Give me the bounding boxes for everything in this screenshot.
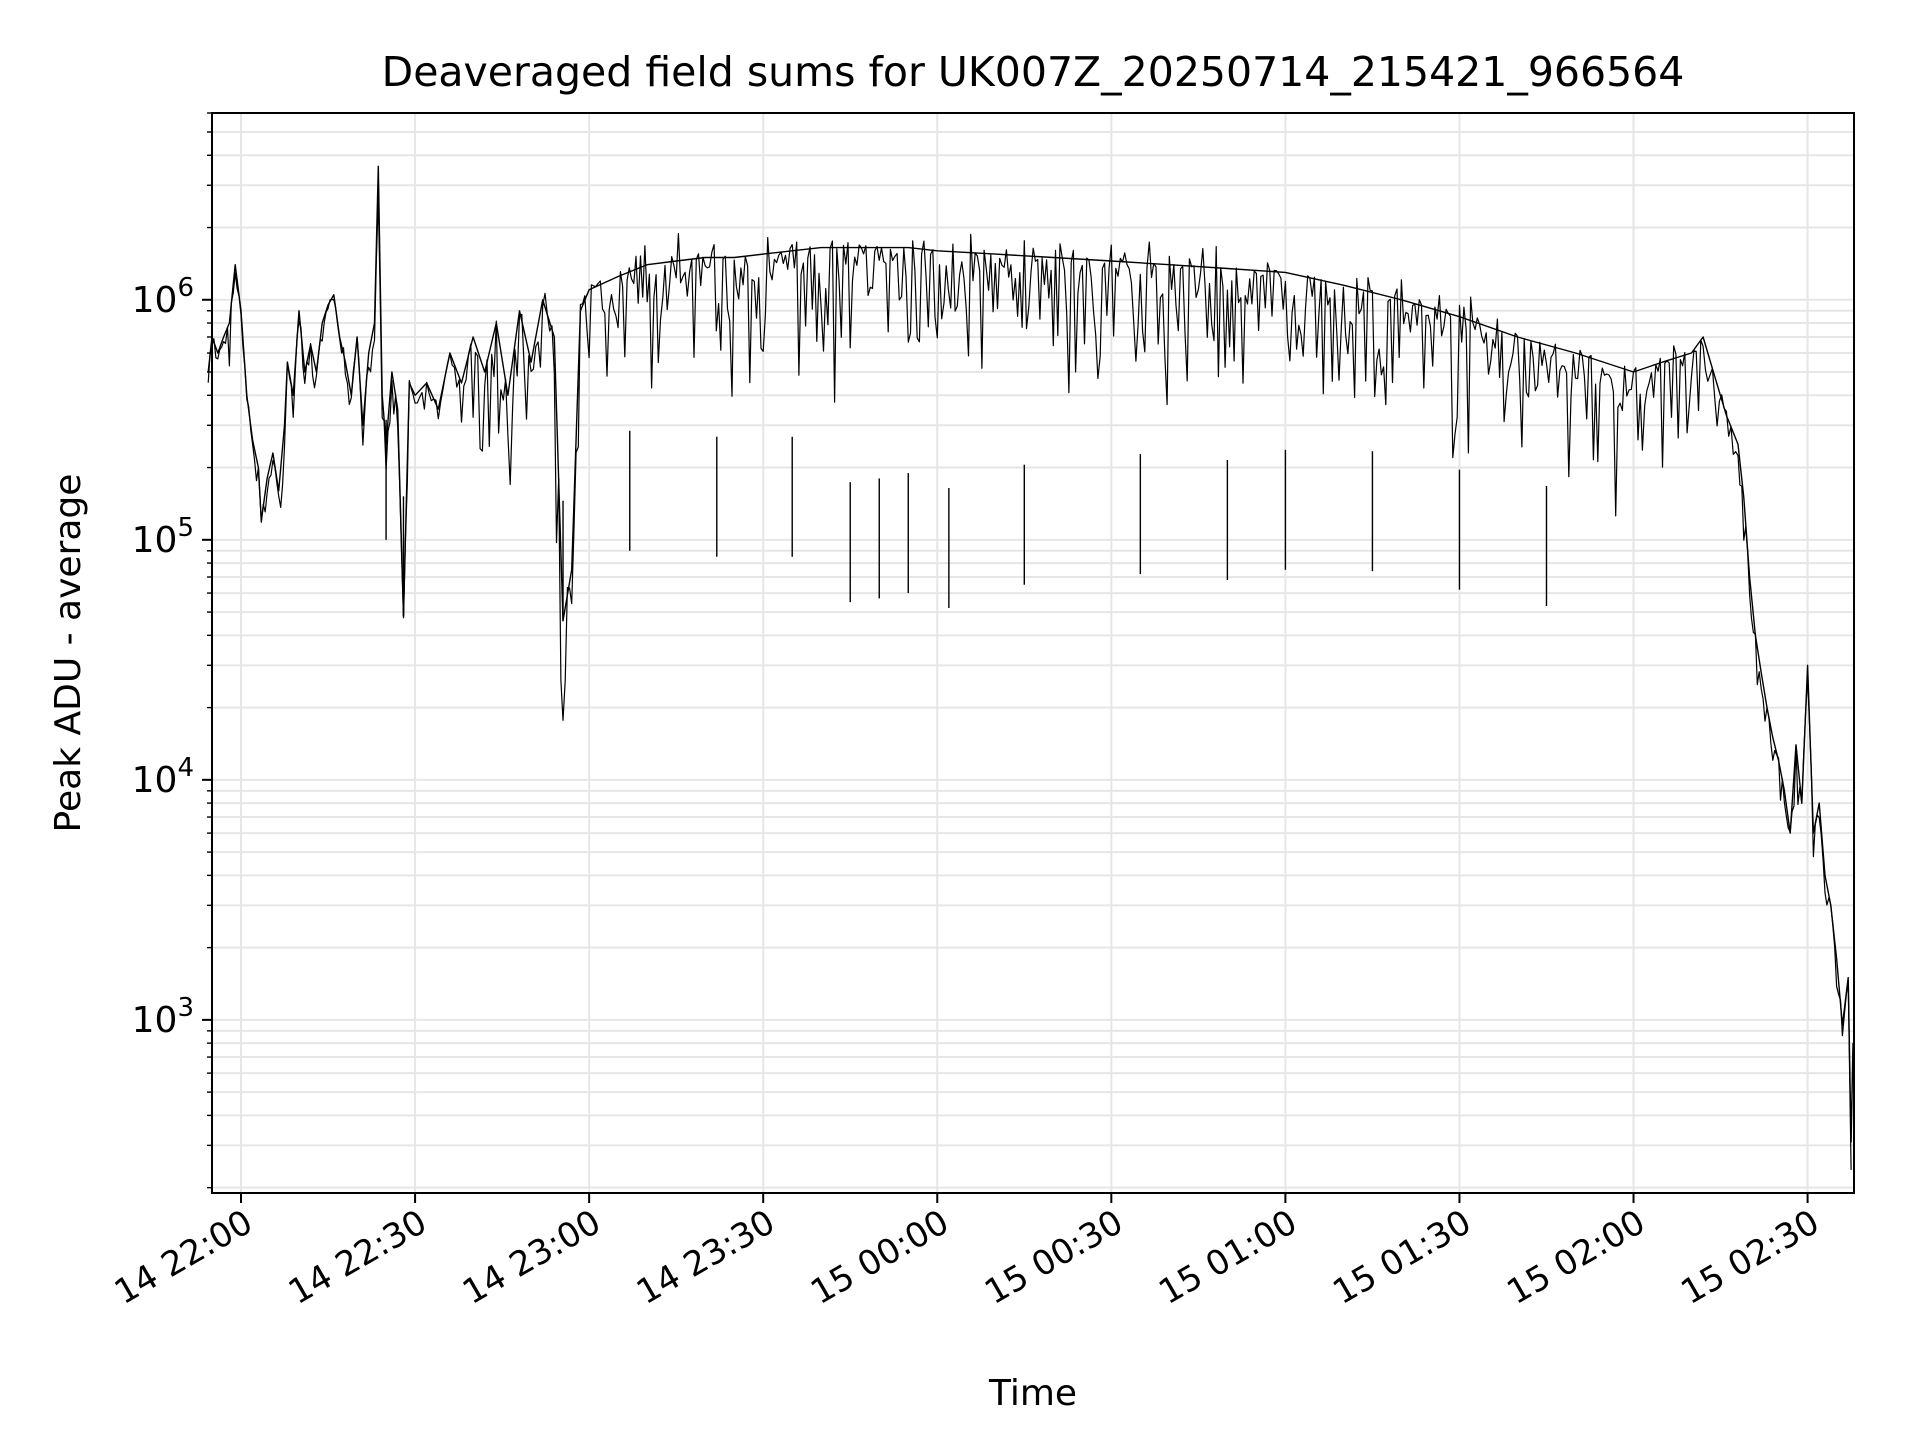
series-layer (207, 165, 1854, 1170)
plot-frame (211, 112, 1855, 1194)
y-tick-exponent: 6 (177, 273, 194, 303)
y-tick-mantissa: 10 (132, 1000, 178, 1041)
grid-lines (212, 112, 1854, 1193)
y-tick-exponent: 3 (177, 993, 194, 1023)
y-tick-label: 103 (132, 993, 194, 1041)
y-tick-label: 105 (132, 513, 194, 561)
chart-title: Deaveraged field sums for UK007Z_2025071… (382, 48, 1685, 96)
y-tick-label: 104 (132, 753, 194, 801)
x-axis-label: Time (988, 1373, 1077, 1414)
y-tick-exponent: 4 (177, 753, 194, 783)
y-tick-label: 106 (132, 273, 194, 321)
y-tick-mantissa: 10 (132, 760, 178, 801)
y-tick-exponent: 5 (177, 513, 194, 543)
series-noise (207, 198, 1852, 1170)
y-tick-mantissa: 10 (132, 520, 178, 561)
y-tick-mantissa: 10 (132, 280, 178, 321)
y-axis-label: Peak ADU - average (48, 474, 89, 833)
